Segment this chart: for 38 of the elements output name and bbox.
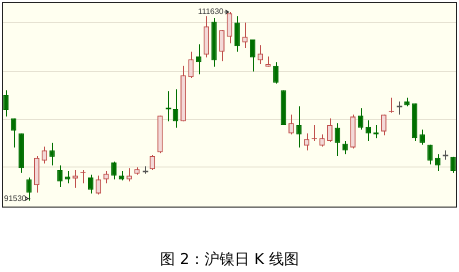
candlestick [118, 170, 124, 181]
candlestick [358, 108, 364, 130]
text: 图 2：沪镍日 K 线图 [159, 250, 300, 269]
candlestick [327, 118, 332, 142]
candlestick [126, 168, 132, 182]
candlestick [435, 154, 440, 172]
candlestick [342, 140, 348, 155]
candlestick [242, 22, 248, 48]
candlestick [196, 44, 202, 75]
candlestick [234, 16, 240, 52]
candlestick [57, 164, 63, 188]
candlestick [150, 154, 156, 171]
candlestick [288, 114, 294, 135]
candlestick [296, 106, 302, 148]
candlestick [366, 120, 372, 142]
candlestick [450, 156, 456, 174]
candlestick [381, 114, 386, 136]
candlestick [250, 39, 256, 72]
candlestick [165, 90, 172, 122]
candlestick [72, 170, 78, 188]
candlestick [111, 161, 117, 180]
candlestick [10, 118, 16, 148]
annotation: 111630 [198, 7, 224, 16]
annotation: 91530 [4, 194, 27, 203]
candlestick [96, 175, 102, 195]
candlestick [103, 170, 109, 184]
candlestick [64, 170, 70, 184]
candlestick [49, 142, 55, 166]
candlestick [219, 30, 224, 62]
candlestick [396, 101, 403, 116]
candlestick [88, 174, 94, 194]
candlestick [273, 62, 278, 84]
candlestick [258, 44, 264, 64]
candlestick [3, 90, 9, 118]
candlestick [304, 132, 310, 151]
candlestick [442, 150, 449, 160]
candlestick [42, 146, 48, 164]
candlestick [188, 51, 194, 79]
